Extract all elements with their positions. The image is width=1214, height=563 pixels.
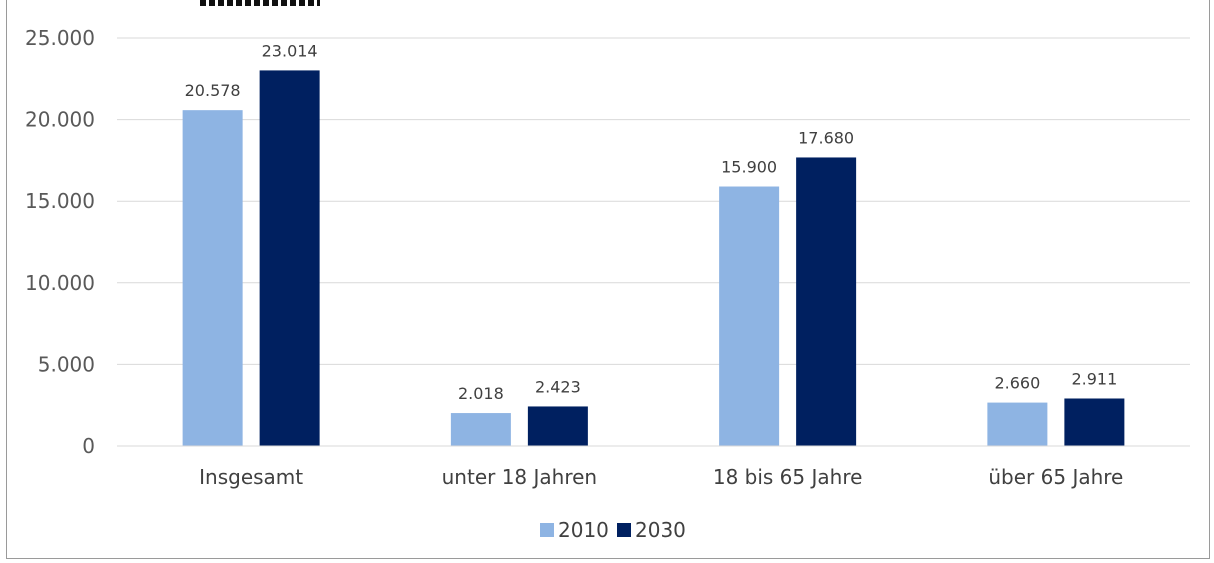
legend-label: 2010 — [558, 518, 609, 542]
y-tick-label: 25.000 — [25, 26, 95, 50]
data-label: 2.911 — [1071, 369, 1117, 388]
bar-2010 — [182, 110, 243, 446]
cropped-header-fragment — [200, 0, 320, 6]
y-tick-label: 10.000 — [25, 271, 95, 295]
data-labels: 20.578 23.014 2.018 2.423 15.900 17.680 2.660 2… — [185, 41, 1118, 403]
legend-swatch-2030 — [617, 523, 631, 537]
category-label: unter 18 Jahren — [442, 465, 597, 489]
bar-2030 — [527, 406, 588, 446]
y-tick-label: 0 — [82, 434, 95, 458]
bar-2030 — [796, 157, 857, 446]
bars — [182, 70, 1125, 446]
data-label: 2.423 — [535, 377, 581, 396]
category-labels: Insgesamt unter 18 Jahren 18 bis 65 Jahre ü… — [199, 465, 1123, 489]
chart-frame — [6, 0, 1210, 559]
y-tick-label: 15.000 — [25, 189, 95, 213]
bar-2010 — [450, 413, 511, 446]
legend-swatch-2010 — [540, 523, 554, 537]
bar-2030 — [259, 70, 320, 446]
data-label: 20.578 — [185, 81, 241, 100]
data-label: 17.680 — [798, 128, 854, 147]
bar-2010 — [987, 402, 1048, 446]
data-label: 2.018 — [458, 384, 504, 403]
category-label: Insgesamt — [199, 465, 303, 489]
y-axis-tick-labels: 0 5.000 10.000 15.000 20.000 25.000 — [25, 26, 95, 458]
data-label: 2.660 — [994, 374, 1040, 393]
category-label: 18 bis 65 Jahre — [713, 465, 863, 489]
data-label: 23.014 — [262, 41, 318, 60]
y-tick-label: 20.000 — [25, 108, 95, 132]
legend-label: 2030 — [635, 518, 686, 542]
y-tick-label: 5.000 — [38, 352, 95, 376]
legend: 2010 2030 — [540, 518, 686, 542]
bar-2010 — [719, 186, 780, 446]
category-label: über 65 Jahre — [988, 465, 1123, 489]
data-label: 15.900 — [721, 158, 777, 177]
bar-2030 — [1064, 398, 1125, 446]
